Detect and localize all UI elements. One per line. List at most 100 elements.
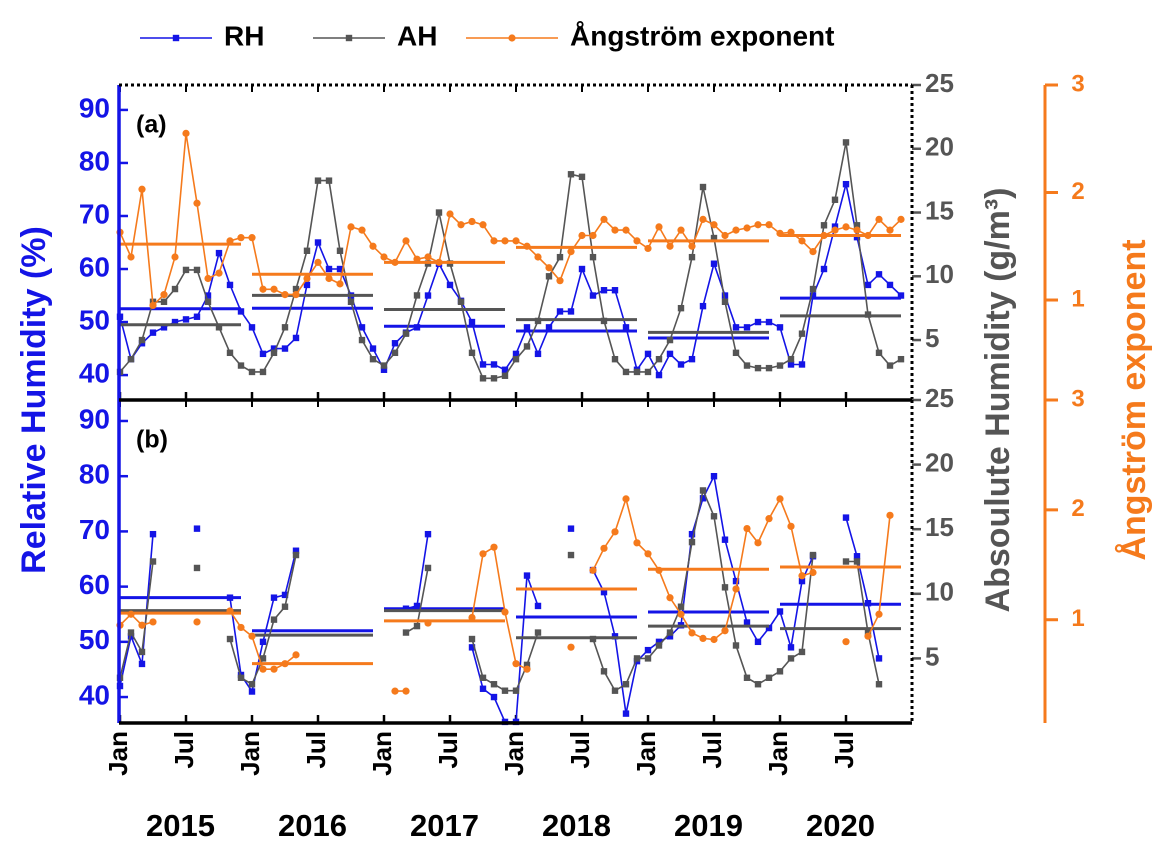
y-tick-label: 80 (79, 459, 110, 490)
point (666, 594, 674, 602)
point (413, 292, 421, 299)
point (677, 610, 685, 618)
y3-tick-label: 2 (1071, 495, 1084, 522)
point (182, 316, 190, 323)
point (402, 629, 410, 636)
legend-label: AH (397, 20, 437, 51)
point (237, 308, 245, 315)
point (501, 608, 509, 616)
point (721, 231, 729, 240)
point (721, 292, 729, 299)
point (171, 318, 179, 326)
point (710, 221, 718, 229)
point (512, 237, 520, 245)
y-tick-label: 80 (79, 145, 110, 176)
point (589, 566, 597, 574)
point (391, 687, 399, 695)
point (345, 34, 353, 42)
point (622, 324, 630, 331)
point (545, 273, 553, 280)
year-label: 2020 (806, 808, 875, 841)
point (171, 253, 179, 261)
point (710, 234, 718, 242)
point (809, 285, 817, 293)
panel-label: (a) (136, 111, 167, 139)
y2-axis-label: Absoulute Humidity (g/m³) (979, 188, 1017, 613)
point (666, 633, 674, 640)
point (710, 472, 718, 480)
year-label: 2019 (674, 808, 743, 841)
x-tick-label: Jul (565, 731, 595, 769)
y2-tick-label: 15 (925, 195, 954, 225)
panel-label: (b) (136, 426, 168, 454)
point (732, 642, 740, 649)
point (270, 665, 278, 673)
point (787, 355, 795, 363)
point (820, 222, 828, 229)
y2-tick-label: 5 (925, 641, 939, 671)
point (644, 244, 652, 253)
y-tick-label: 50 (79, 624, 110, 655)
point (578, 231, 586, 240)
y-axis-label: Relative Humidity (%) (15, 226, 53, 574)
point (688, 253, 696, 261)
point (765, 515, 773, 523)
point (776, 608, 784, 615)
point (776, 362, 784, 369)
point (391, 349, 399, 357)
point (490, 237, 498, 245)
point (622, 681, 630, 688)
point (127, 253, 135, 261)
point (765, 624, 773, 632)
point (633, 237, 641, 245)
point (754, 318, 762, 326)
point (160, 298, 168, 306)
x-tick-label: Jul (301, 731, 331, 769)
point (457, 298, 465, 306)
point (523, 324, 531, 331)
point (886, 511, 894, 519)
point (710, 260, 718, 267)
point (787, 522, 795, 530)
point (336, 280, 344, 288)
point (743, 224, 751, 232)
point (523, 665, 531, 673)
y-tick-label: 60 (79, 251, 110, 282)
point (622, 495, 630, 503)
point (633, 368, 641, 376)
point (490, 543, 498, 551)
point (281, 603, 289, 610)
point (886, 362, 894, 369)
point (226, 635, 234, 643)
point (644, 646, 652, 654)
point (171, 285, 179, 293)
point (644, 550, 652, 558)
point (369, 345, 377, 352)
point (776, 495, 784, 503)
point (853, 233, 861, 241)
point (303, 274, 311, 283)
point (644, 350, 652, 358)
point (149, 618, 157, 626)
point (534, 350, 542, 358)
point (897, 292, 905, 299)
point (248, 234, 256, 242)
point (853, 553, 861, 560)
point (138, 648, 146, 656)
point (248, 368, 256, 376)
point (303, 247, 311, 254)
point (556, 308, 564, 315)
point (292, 285, 300, 293)
point (842, 514, 850, 521)
point (556, 253, 564, 261)
point (589, 292, 597, 299)
point (512, 660, 520, 668)
point (842, 558, 850, 565)
point (567, 308, 575, 315)
point (314, 177, 322, 184)
legend-label: Ångström exponent (570, 20, 834, 51)
y3-tick-label: 1 (1071, 285, 1084, 312)
point (270, 594, 278, 601)
point (721, 627, 729, 635)
